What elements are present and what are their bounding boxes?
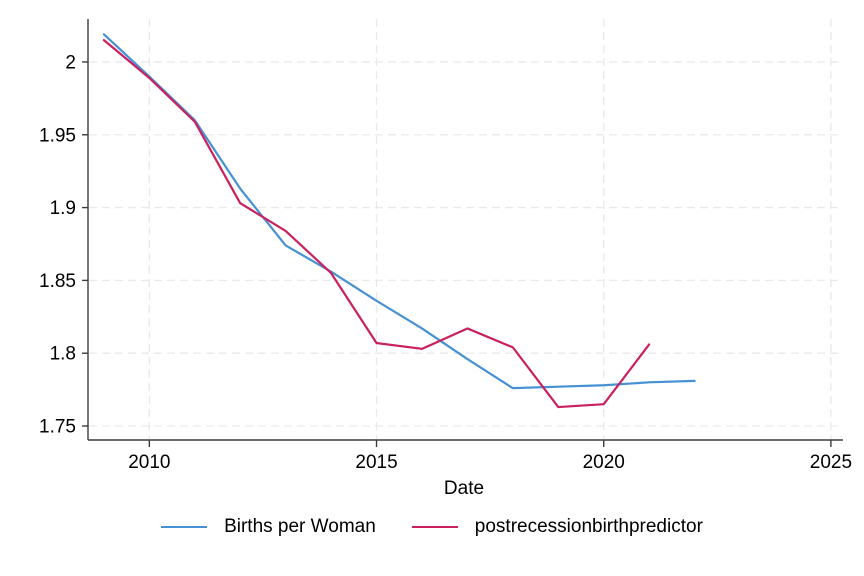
series-line-births-per-woman bbox=[102, 33, 696, 390]
legend: Births per Woman postrecessionbirthpredi… bbox=[0, 516, 864, 538]
y-axis-ticks: 1.75 1.8 1.85 1.9 1.95 2 bbox=[39, 52, 88, 438]
legend-item-postrecessionbirthpredictor: postrecessionbirthpredictor bbox=[411, 516, 703, 538]
horizontal-gridlines bbox=[89, 61, 838, 427]
y-tick-label: 1.75 bbox=[39, 417, 76, 438]
x-axis-ticks: 2010 2015 2020 2025 bbox=[128, 440, 852, 473]
legend-label-births-per-woman: Births per Woman bbox=[224, 516, 376, 537]
legend-item-births-per-woman: Births per Woman bbox=[161, 516, 376, 538]
legend-swatch-postrecessionbirthpredictor bbox=[411, 526, 458, 528]
y-tick-label: 1.8 bbox=[50, 344, 76, 365]
x-tick-label: 2015 bbox=[355, 452, 397, 473]
y-tick-label: 2 bbox=[65, 52, 76, 73]
legend-label-postrecessionbirthpredictor: postrecessionbirthpredictor bbox=[474, 516, 703, 537]
series-line-postrecessionbirthpredictor bbox=[102, 39, 651, 409]
x-tick-label: 2025 bbox=[810, 452, 852, 473]
y-tick-label: 1.95 bbox=[39, 125, 76, 146]
y-tick-label: 1.85 bbox=[39, 271, 76, 292]
x-tick-label: 2010 bbox=[128, 452, 170, 473]
axes bbox=[87, 19, 843, 441]
x-axis-title: Date bbox=[444, 478, 484, 499]
vertical-gridlines bbox=[148, 19, 832, 439]
legend-swatch-births-per-woman bbox=[161, 526, 208, 528]
x-tick-label: 2020 bbox=[583, 452, 625, 473]
data-series-lines bbox=[102, 33, 696, 409]
y-tick-label: 1.9 bbox=[50, 198, 76, 219]
